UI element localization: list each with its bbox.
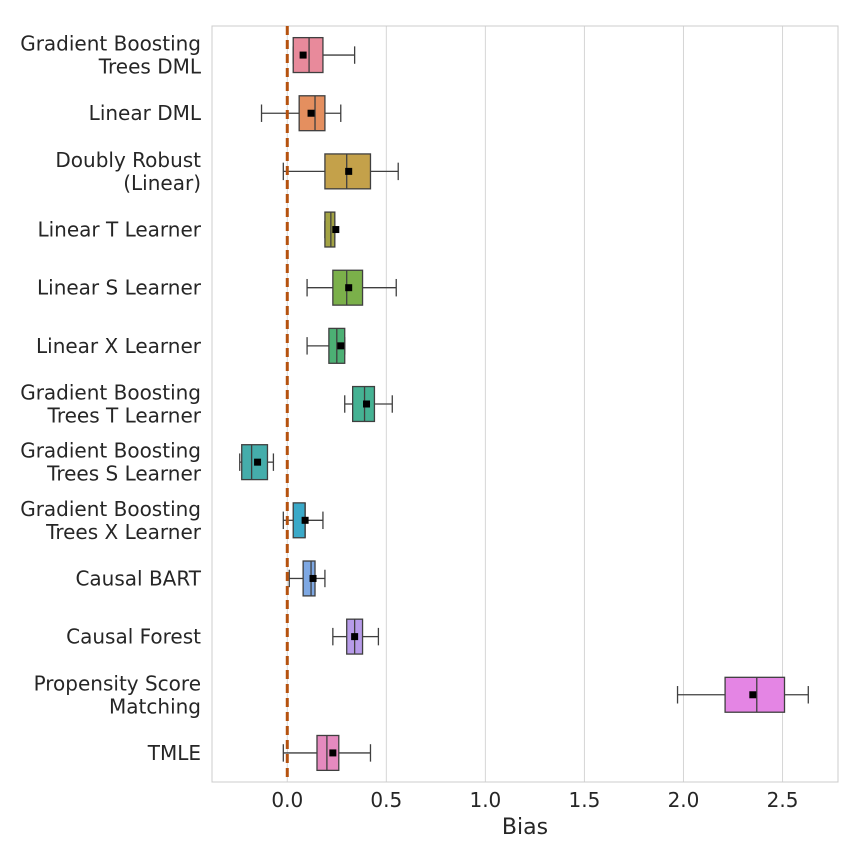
box-group bbox=[282, 734, 372, 772]
box-group bbox=[292, 36, 356, 74]
boxes bbox=[239, 36, 809, 772]
x-tick-labels: 0.0 0.5 1.0 1.5 2.0 2.5 bbox=[271, 788, 798, 812]
box-group bbox=[676, 676, 809, 713]
mean-marker bbox=[301, 516, 309, 524]
category-label: TMLE bbox=[147, 741, 201, 765]
category-labels: Gradient Boosting Trees DML Linear DML Doub… bbox=[20, 32, 202, 765]
box-group bbox=[306, 327, 346, 364]
x-tick-label: 2.5 bbox=[767, 788, 799, 812]
x-tick-label: 1.5 bbox=[569, 788, 601, 812]
category-label: Gradient Boosting Trees T Learner bbox=[20, 381, 202, 428]
category-label: Gradient Boosting Trees DML bbox=[20, 32, 202, 79]
mean-marker bbox=[309, 574, 317, 582]
category-label: Linear X Learner bbox=[36, 334, 202, 358]
mean-marker bbox=[307, 109, 315, 117]
mean-marker bbox=[299, 51, 307, 59]
box-group bbox=[282, 153, 399, 190]
x-tick-label: 1.0 bbox=[469, 788, 501, 812]
box-group bbox=[332, 618, 380, 655]
box bbox=[292, 36, 324, 74]
mean-marker bbox=[329, 749, 337, 757]
box-group bbox=[260, 95, 342, 132]
box-group bbox=[239, 444, 275, 481]
category-label: Gradient Boosting Trees S Learner bbox=[20, 439, 202, 486]
mean-marker bbox=[345, 167, 353, 175]
mean-marker bbox=[345, 284, 353, 292]
x-tick-label: 0.0 bbox=[271, 788, 303, 812]
category-label: Causal BART bbox=[75, 566, 201, 590]
box-group bbox=[288, 560, 326, 597]
x-axis-label: Bias bbox=[502, 815, 548, 840]
x-tick-label: 2.0 bbox=[668, 788, 700, 812]
mean-marker bbox=[337, 342, 345, 350]
category-label: Propensity Score Matching bbox=[34, 671, 201, 718]
category-label: Linear S Learner bbox=[37, 276, 202, 300]
plot-frame bbox=[211, 25, 839, 783]
box-group bbox=[282, 502, 324, 539]
category-label: Linear T Learner bbox=[37, 218, 201, 242]
box-group bbox=[306, 269, 397, 306]
mean-marker bbox=[749, 691, 757, 699]
box bbox=[724, 676, 786, 713]
mean-marker bbox=[363, 400, 371, 408]
mean-marker bbox=[254, 458, 262, 466]
mean-marker bbox=[332, 226, 340, 234]
box-group bbox=[324, 211, 340, 248]
box-group bbox=[344, 385, 393, 423]
category-label: Gradient Boosting Trees X Learner bbox=[20, 497, 202, 544]
mean-marker bbox=[351, 633, 359, 641]
category-label: Causal Forest bbox=[66, 625, 201, 649]
x-tick-label: 0.5 bbox=[370, 788, 402, 812]
box bbox=[316, 734, 340, 772]
category-label: Linear DML bbox=[89, 101, 202, 125]
category-label: Doubly Robust (Linear) bbox=[55, 148, 201, 195]
